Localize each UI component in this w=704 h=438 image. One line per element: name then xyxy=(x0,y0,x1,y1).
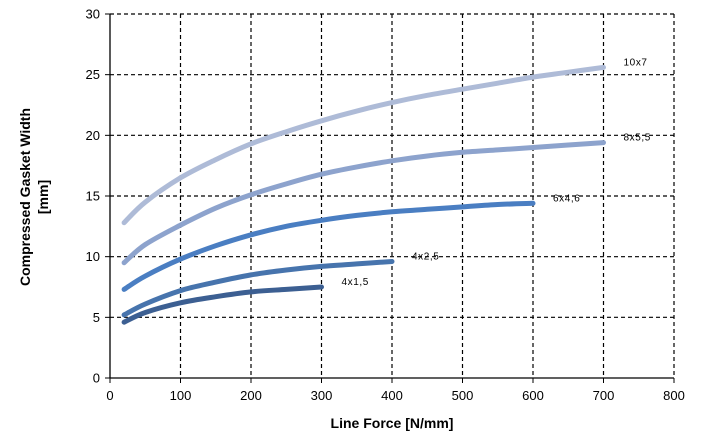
y-tick-label: 5 xyxy=(93,310,100,325)
x-axis-title: Line Force [N/mm] xyxy=(331,415,454,431)
y-axis-title-line1: Compressed Gasket Width xyxy=(17,108,33,286)
series-line-1 xyxy=(121,140,606,266)
series-line-2 xyxy=(121,200,536,292)
y-axis-title-line2: [mm] xyxy=(35,180,51,214)
series-label: 4x2,5 xyxy=(412,252,439,263)
series-line-0 xyxy=(121,64,606,226)
series-labels: 10x7 8x5,5 6x4,6 4x2,5 4x1,5 xyxy=(342,57,651,288)
y-tick-label: 30 xyxy=(86,7,100,22)
y-axis-title: Compressed Gasket Width [mm] xyxy=(17,108,51,286)
x-tick-label: 600 xyxy=(522,388,544,403)
y-tick-label: 10 xyxy=(86,249,100,264)
series-label: 4x1,5 xyxy=(342,277,369,288)
y-tick-label: 25 xyxy=(86,67,100,82)
x-tick-label: 200 xyxy=(240,388,262,403)
x-tick-label: 800 xyxy=(663,388,685,403)
y-tick-label: 20 xyxy=(86,128,100,143)
axes xyxy=(105,13,675,383)
grid-lines xyxy=(110,13,675,378)
series-label: 6x4,6 xyxy=(553,193,580,204)
y-tick-label: 0 xyxy=(93,371,100,386)
x-tick-label: 0 xyxy=(106,388,113,403)
x-tick-label: 300 xyxy=(311,388,333,403)
x-tick-label: 500 xyxy=(452,388,474,403)
series-label: 8x5,5 xyxy=(624,133,651,144)
x-tick-label: 700 xyxy=(593,388,615,403)
x-tick-labels: 0 100 200 300 400 500 600 700 800 xyxy=(106,388,684,403)
y-tick-labels: 0 5 10 15 20 25 30 xyxy=(86,7,100,386)
y-tick-label: 15 xyxy=(86,189,100,204)
series-lines xyxy=(121,64,606,325)
series-label: 10x7 xyxy=(624,57,648,68)
x-tick-label: 100 xyxy=(170,388,192,403)
series-line-3 xyxy=(121,259,395,318)
series-line-4 xyxy=(121,284,324,325)
x-tick-label: 400 xyxy=(381,388,403,403)
